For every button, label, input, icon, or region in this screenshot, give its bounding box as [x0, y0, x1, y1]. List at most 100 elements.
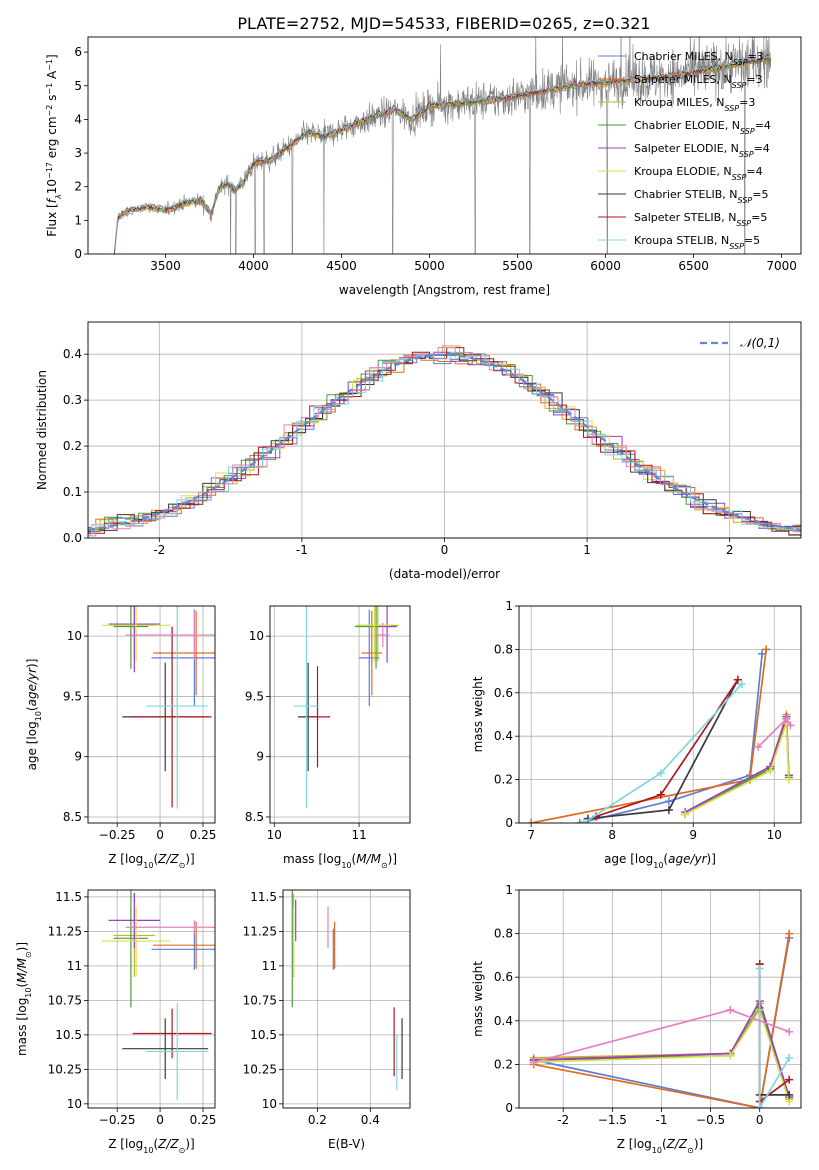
- weight-marker: [758, 649, 767, 658]
- normal-reference-curve: [88, 353, 801, 531]
- weight-marker: [762, 645, 771, 654]
- x-tick-label: 10: [767, 828, 782, 842]
- y-tick-label: 10.25: [243, 1062, 277, 1076]
- weight-marker: [733, 675, 742, 684]
- x-tick-label: 6000: [590, 259, 621, 273]
- x-tick-label: 2: [726, 543, 734, 557]
- y-tick-label: 3: [74, 146, 82, 160]
- legend-label: Kroupa ELODIE, NSSP=4: [634, 165, 763, 182]
- x-tick-label: −1.5: [598, 1113, 627, 1127]
- y-axis-label: mass [log10(M/M⊙)]: [15, 942, 33, 1056]
- x-tick-label: 0.2: [308, 1113, 327, 1127]
- x-tick-label: 5500: [502, 259, 533, 273]
- y-tick-label: 10: [249, 629, 264, 643]
- weight-marker: [785, 1053, 794, 1062]
- x-tick-label: -1: [655, 1113, 667, 1127]
- x-tick-label: -2: [153, 543, 165, 557]
- y-tick-label: 0.6: [494, 686, 513, 700]
- weight-marker: [785, 1090, 794, 1099]
- x-tick-label: 0.25: [190, 1113, 217, 1127]
- y-tick-label: 9.5: [245, 689, 264, 703]
- x-tick-label: 0: [441, 543, 449, 557]
- x-axis-label: (data-model)/error: [389, 567, 500, 581]
- weight-marker: [681, 810, 690, 819]
- y-tick-label: 4: [74, 112, 82, 126]
- x-axis-label: wavelength [Angstrom, rest frame]: [339, 283, 550, 297]
- weight-marker: [786, 721, 795, 730]
- axes-frame: [87, 321, 802, 539]
- y-tick-label: 10: [262, 1097, 277, 1111]
- legend-label: Kroupa STELIB, NSSP=5: [634, 234, 760, 251]
- y-tick-label: 0.2: [63, 439, 82, 453]
- weight-line: [684, 722, 790, 816]
- weight-vs-age-plot-area: [527, 645, 795, 823]
- weight-line: [758, 968, 790, 1108]
- residual-histogram: [88, 352, 801, 536]
- weight-marker: [656, 790, 665, 799]
- age-vs-Z-panel: −0.25 0 0.25 8.5 9 9.5 10 Z [log10(Z/Z⊙)] age [l…: [25, 605, 216, 870]
- age-vs-Z-plot-area: [101, 606, 215, 809]
- y-tick-label: 10: [67, 629, 82, 643]
- weight-marker: [785, 1027, 794, 1036]
- weight-vs-Z-panel: -2 −1.5 -1 −0.5 0 0 0.2 0.4 0.6 0.8 1 Z [log10(Z/Z⊙…: [471, 883, 802, 1155]
- x-tick-label: −0.25: [99, 1113, 136, 1127]
- y-tick-label: 11: [67, 959, 82, 973]
- weight-marker: [785, 1075, 794, 1084]
- y-axis-label: mass weight: [471, 961, 485, 1037]
- spectrum-panel: 3500 4000 4500 5000 5500 6000 6500 7000 0 1 2 3 4 5 6 C…: [45, 36, 802, 297]
- x-tick-label: 11: [351, 828, 366, 842]
- y-tick-label: 9: [256, 750, 264, 764]
- y-tick-label: 9: [74, 750, 82, 764]
- y-tick-label: 11.25: [243, 924, 277, 938]
- y-tick-label: 0.2: [494, 1057, 513, 1071]
- y-tick-label: 10.25: [48, 1062, 82, 1076]
- weight-marker: [784, 775, 793, 784]
- x-axis-label: Z [log10(Z/Z⊙)]: [617, 1137, 703, 1155]
- y-tick-label: 0.4: [494, 729, 513, 743]
- legend-label: Salpeter STELIB, NSSP=5: [634, 211, 767, 228]
- weight-marker: [785, 929, 794, 938]
- axes-frame: [269, 605, 411, 824]
- x-tick-label: −0.25: [99, 828, 136, 842]
- spectrum-plot-area: [114, 37, 772, 254]
- weight-marker: [754, 743, 763, 752]
- y-tick-label: 11.5: [55, 890, 82, 904]
- y-tick-label: 10.75: [243, 993, 277, 1007]
- x-tick-label: 10: [267, 828, 282, 842]
- y-axis-label: mass weight: [471, 676, 485, 752]
- y-tick-label: 11.25: [48, 924, 82, 938]
- x-tick-label: 4000: [238, 259, 269, 273]
- legend-label: 𝒩(0,1): [740, 336, 780, 350]
- y-tick-label: 8.5: [63, 810, 82, 824]
- legend-label: Salpeter ELODIE, NSSP=4: [634, 142, 770, 159]
- y-tick-label: 0.6: [494, 970, 513, 984]
- y-tick-label: 11: [262, 959, 277, 973]
- y-tick-label: 0: [505, 816, 513, 830]
- x-tick-label: 0: [156, 828, 164, 842]
- x-axis-label: Z [log10(Z/Z⊙)]: [108, 852, 194, 870]
- weight-marker: [737, 680, 746, 689]
- axes-frame: [518, 605, 802, 824]
- y-tick-label: 10.5: [55, 1028, 82, 1042]
- mass-vs-EBV-plot-area: [291, 890, 403, 1091]
- residuals-panel: -2 -1 0 1 2 0.0 0.1 0.2 0.3 0.4 𝒩(0,1) (data-model)…: [35, 321, 802, 581]
- y-tick-label: 1: [505, 599, 513, 613]
- figure-title: PLATE=2752, MJD=54533, FIBERID=0265, z=0…: [237, 14, 650, 33]
- weight-line: [533, 999, 791, 1098]
- y-axis-label: Normed distribution: [35, 370, 49, 490]
- weight-marker: [766, 766, 775, 775]
- weight-vs-Z-plot-area: [529, 929, 794, 1108]
- age-vs-mass-plot-area: [293, 606, 399, 809]
- y-tick-label: 11.5: [250, 890, 277, 904]
- x-axis-label: age [log10(age/yr)]: [604, 852, 716, 870]
- x-tick-label: 5000: [414, 259, 445, 273]
- weight-marker: [527, 819, 536, 823]
- axes-frame: [282, 889, 411, 1109]
- model-spectrum-kroupa-stelib: [114, 55, 771, 250]
- weight-marker: [755, 964, 764, 973]
- x-tick-label: 3500: [150, 259, 181, 273]
- y-tick-label: 0.3: [63, 393, 82, 407]
- weight-marker: [755, 1104, 764, 1108]
- y-tick-label: 8.5: [245, 810, 264, 824]
